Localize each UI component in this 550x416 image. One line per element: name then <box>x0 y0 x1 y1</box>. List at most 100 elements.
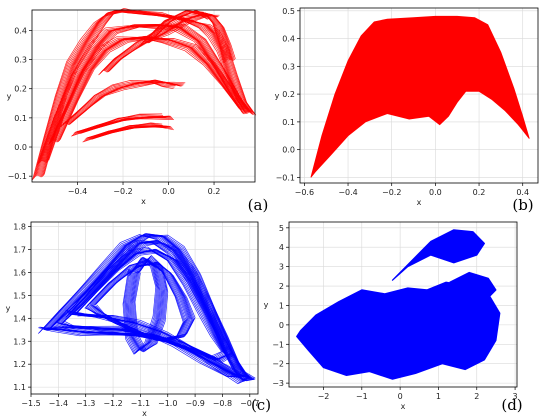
series-line-3 <box>62 81 177 125</box>
series-line-4 <box>134 254 169 351</box>
y-tick-label: 1.4 <box>13 314 26 323</box>
panel-a: −0.4 −0.2 0.0 0.2 −0.1 0.0 0.1 0.2 0.3 0.4 x y (a) <box>7 8 269 214</box>
y-tick-label: 1.3 <box>13 337 26 346</box>
y-tick-label: 1 <box>279 301 284 310</box>
series-line-7 <box>145 12 231 60</box>
y-tick-label: 1.5 <box>13 291 26 300</box>
series-line-5 <box>94 125 174 138</box>
series-line-4 <box>129 258 163 351</box>
y-tick-label: 1.8 <box>13 223 26 232</box>
x-tick-label: −0.9 <box>185 399 204 408</box>
y-tick-label: 0.5 <box>282 7 295 16</box>
y-tick-label: −0.1 <box>8 172 27 181</box>
axes-frame <box>288 221 518 388</box>
y-tick-label: −3 <box>272 379 284 388</box>
x-tick-label: 0.2 <box>208 187 221 196</box>
series-line-2 <box>59 38 250 140</box>
y-tick-label: 4 <box>279 243 284 252</box>
y-tick-label: 0.0 <box>14 143 27 152</box>
x-tick-label: −1.5 <box>21 399 40 408</box>
y-tick-label: 0 <box>279 321 284 330</box>
x-axis-label: x <box>142 409 147 416</box>
y-tick-label: 0.4 <box>14 26 27 35</box>
series-line-0 <box>39 11 252 177</box>
y-tick-label: 1.7 <box>13 246 26 255</box>
series-line-1 <box>57 240 245 377</box>
y-axis-label: y <box>275 92 280 101</box>
x-tick-label: −0.6 <box>295 188 314 197</box>
series-line-1 <box>43 24 250 163</box>
y-axis-label: y <box>6 304 11 313</box>
y-tick-label: 1.6 <box>13 268 26 277</box>
y-tick-label: 0.2 <box>282 90 295 99</box>
y-tick-label: 0.1 <box>282 118 295 127</box>
series-line-4 <box>82 118 174 132</box>
y-axis-label: y <box>264 301 269 310</box>
series-line-3 <box>71 81 186 123</box>
y-tick-label: 1.2 <box>13 360 26 369</box>
filled-region-1 <box>391 229 485 281</box>
x-tick-label: −1.4 <box>49 399 68 408</box>
series-line-0 <box>40 11 253 178</box>
series-line-3 <box>85 259 185 340</box>
x-axis-label: x <box>401 402 406 411</box>
x-tick-label: 0.0 <box>162 187 175 196</box>
x-axis-label: x <box>141 197 146 206</box>
x-tick-label: 0.4 <box>516 188 529 197</box>
x-tick-label: −0.8 <box>213 399 232 408</box>
series-line-4 <box>131 257 166 353</box>
x-tick-label: 1 <box>436 392 441 401</box>
panel-d: −2 −1 0 1 2 3 −3 −2 −1 0 1 2 3 4 5 x y (d) <box>264 221 523 414</box>
y-tick-label: −0.1 <box>276 173 295 182</box>
series-line-4 <box>132 256 167 353</box>
panel-b: −0.6 −0.4 −0.2 0.0 0.2 0.4 −0.1 0.0 0.1 0.2 0.3 0.4… <box>275 7 539 214</box>
axes-frame <box>31 9 256 183</box>
series-line-1 <box>37 26 244 165</box>
x-tick-label: 0.0 <box>429 188 442 197</box>
y-axis-label: y <box>7 92 12 101</box>
series-line-2 <box>67 249 224 360</box>
series-line-4 <box>130 258 164 352</box>
y-tick-label: −1 <box>272 340 284 349</box>
axes-frame <box>30 221 259 395</box>
y-tick-label: 2 <box>279 282 284 291</box>
x-axis-label: x <box>417 198 422 207</box>
x-tick-label: 0 <box>398 392 403 401</box>
x-tick-label: −2 <box>318 392 330 401</box>
x-tick-label: 0.2 <box>473 188 486 197</box>
filled-region-0 <box>296 281 501 380</box>
x-tick-label: −0.7 <box>240 399 259 408</box>
x-tick-label: −1.3 <box>76 399 95 408</box>
x-tick-label: −1.2 <box>103 399 122 408</box>
x-tick-label: −0.2 <box>113 187 132 196</box>
axes-frame <box>299 7 539 184</box>
series-line-4 <box>133 255 168 352</box>
panel-label: (b) <box>512 196 533 214</box>
panel-label: (c) <box>251 396 271 414</box>
y-tick-label: 0.3 <box>282 62 295 71</box>
series-line-2 <box>76 251 233 362</box>
series-line-7 <box>144 12 230 60</box>
series-line-3 <box>89 263 189 341</box>
x-tick-label: 2 <box>474 392 479 401</box>
y-tick-label: 5 <box>279 224 284 233</box>
y-tick-label: 0.1 <box>14 114 27 123</box>
series-line-1 <box>48 23 254 161</box>
x-tick-label: −1 <box>356 392 368 401</box>
y-tick-label: 0.2 <box>14 85 27 94</box>
y-tick-label: −2 <box>272 360 284 369</box>
y-tick-label: 0.0 <box>282 146 295 155</box>
x-tick-label: −1.1 <box>131 399 150 408</box>
x-tick-label: −0.4 <box>68 187 87 196</box>
filled-region-2 <box>449 271 497 299</box>
y-tick-label: 1.1 <box>13 383 26 392</box>
x-tick-label: −0.2 <box>382 188 401 197</box>
series-line-4 <box>81 117 174 133</box>
filled-region <box>310 15 530 178</box>
series-line-5 <box>93 125 174 139</box>
x-tick-label: −1.0 <box>158 399 177 408</box>
panel-c: −1.5 −1.4 −1.3 −1.2 −1.1 −1.0 −0.9 −0.8 −0.7 1.1 1… <box>6 221 271 416</box>
panel-label: (d) <box>501 396 522 414</box>
panel-label: (a) <box>248 196 269 214</box>
